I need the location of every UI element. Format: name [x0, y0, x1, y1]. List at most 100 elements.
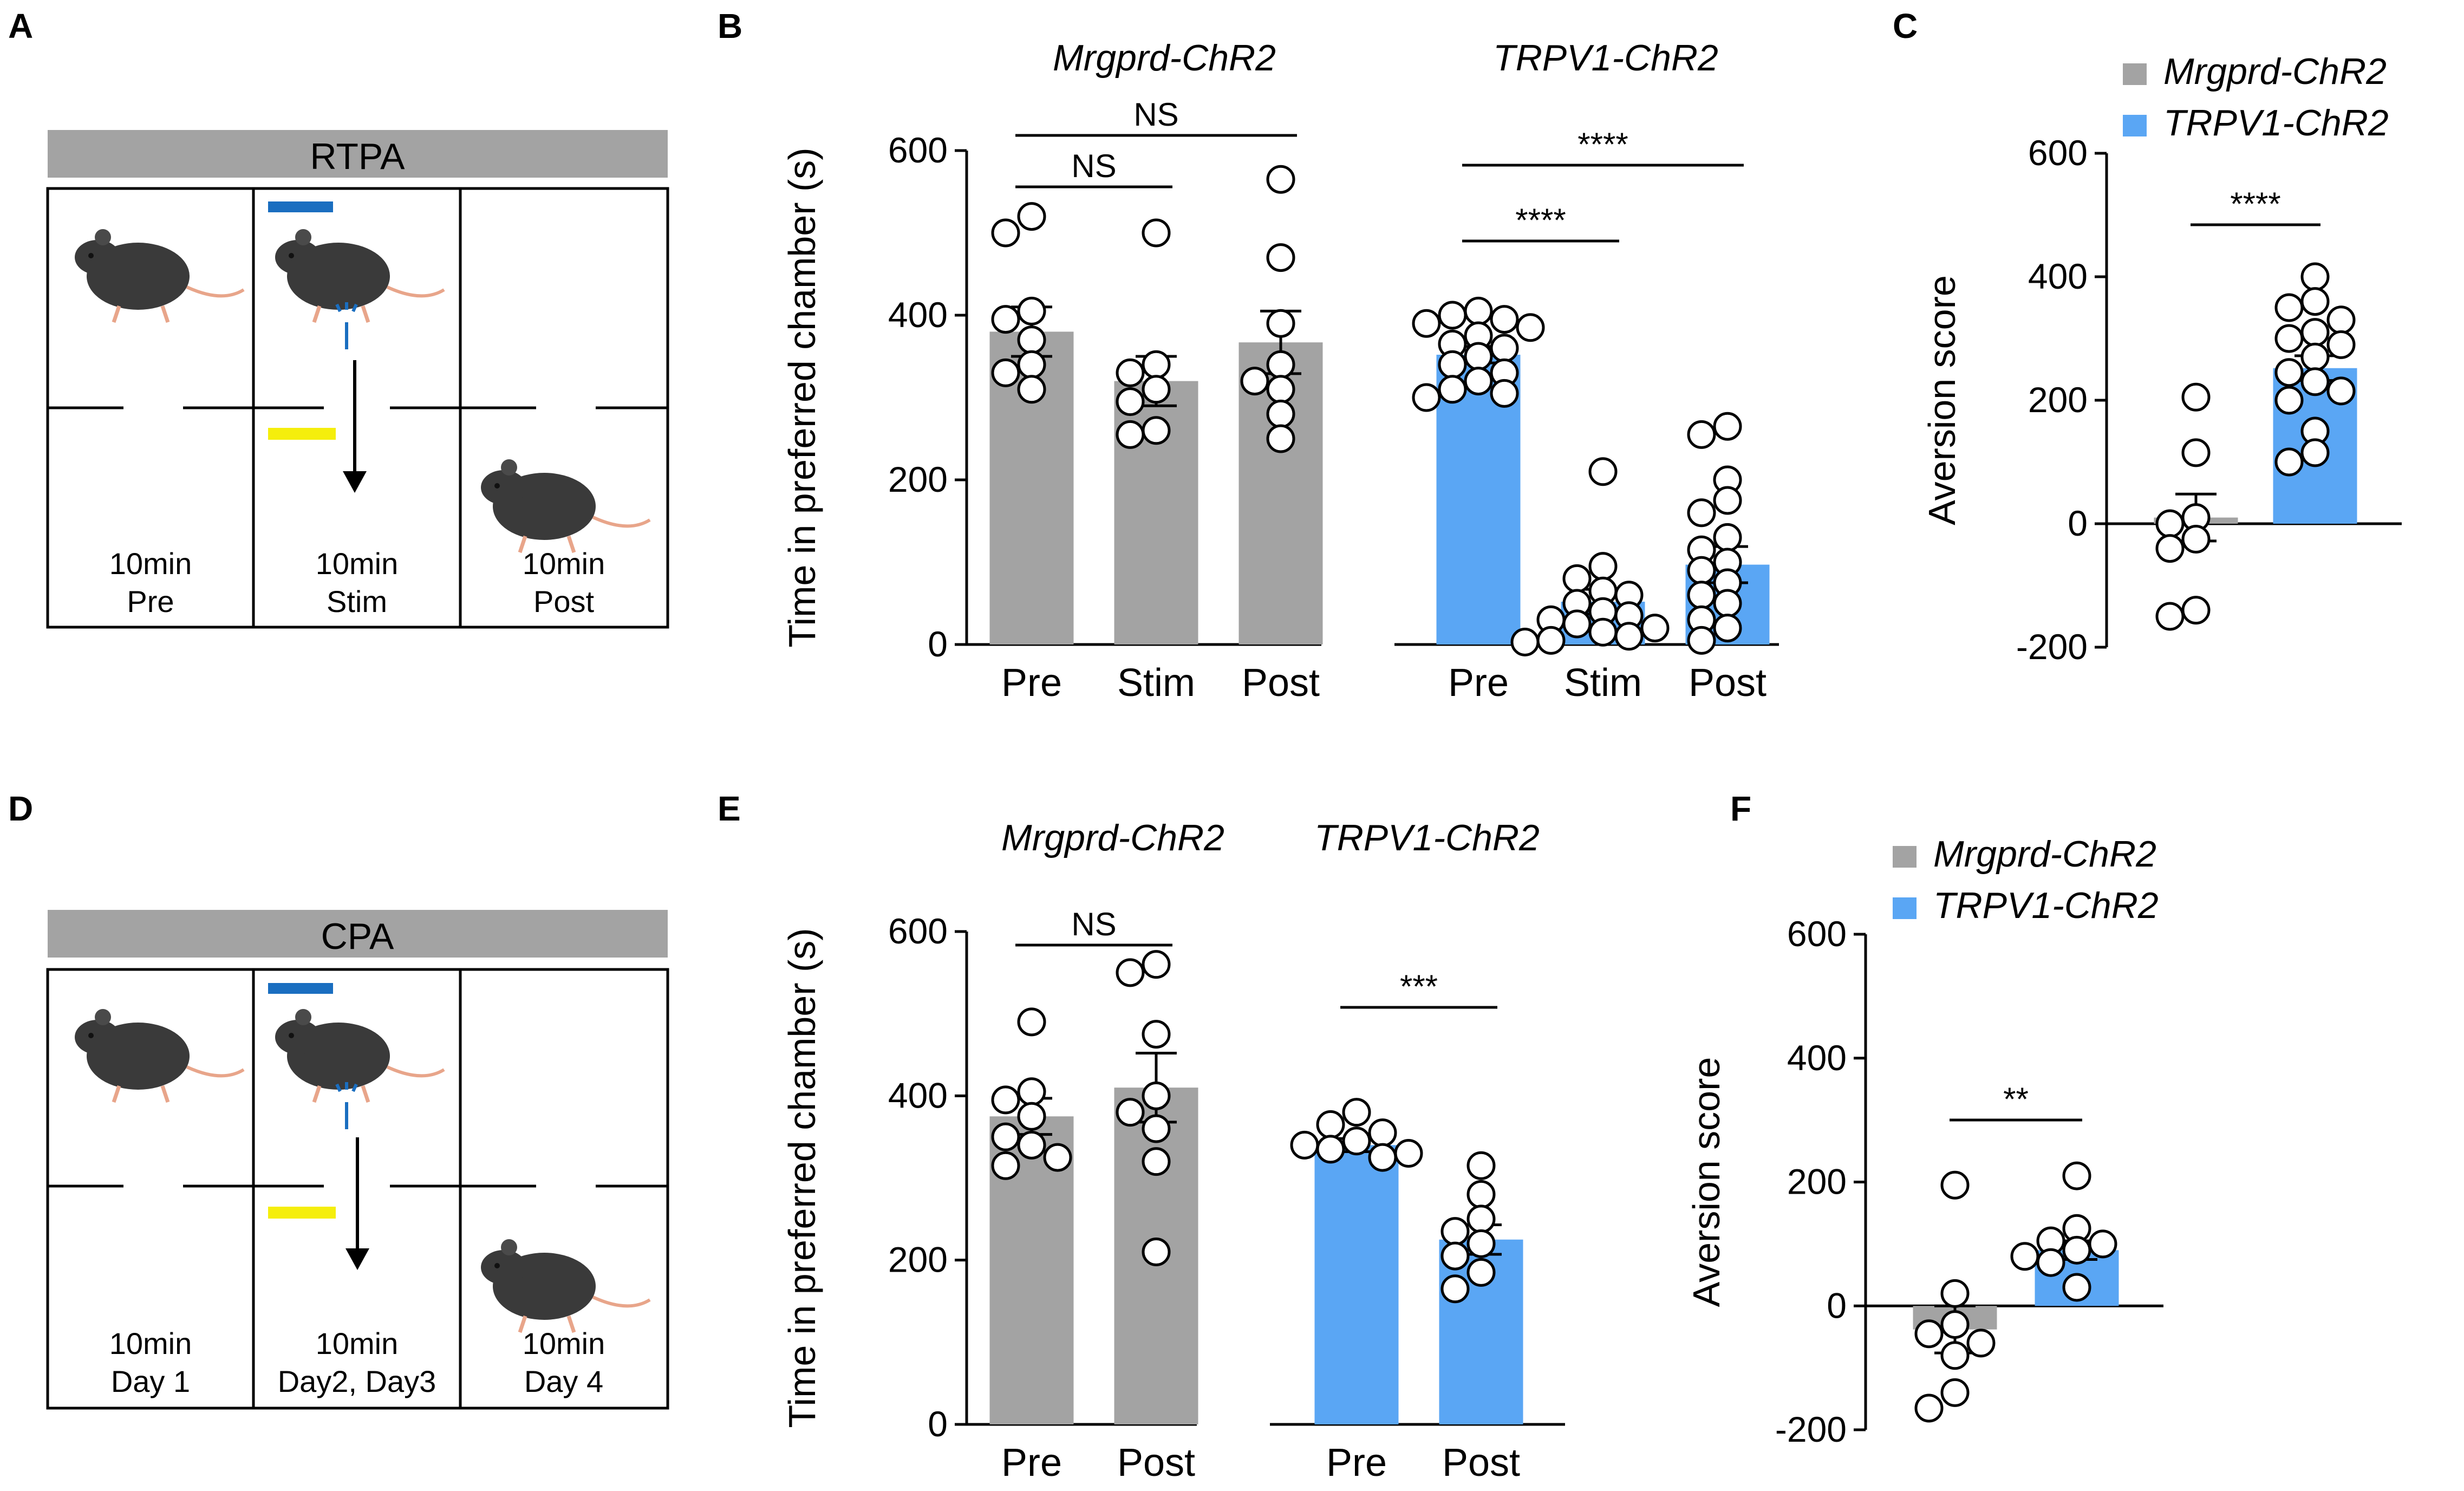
b-data-point: [1713, 589, 1742, 618]
b-x-tick-label: Stim: [1564, 661, 1642, 705]
b-data-point: [991, 305, 1020, 334]
f-data-point: [1966, 1329, 1996, 1358]
b-data-point: [1017, 375, 1046, 404]
e-data-point: [1342, 1098, 1371, 1127]
c-legend-swatch: [2123, 115, 2147, 136]
e-data-point: [1017, 1007, 1046, 1037]
b-data-point: [1464, 367, 1493, 396]
b-data-point: [1142, 350, 1171, 379]
b-data-point: [1640, 614, 1670, 643]
b-group-title: Mrgprd-ChR2: [1053, 37, 1276, 79]
b-x-tick-label: Pre: [1001, 661, 1062, 705]
b-x-tick-label: Post: [1689, 661, 1766, 705]
b-data-point: [1588, 552, 1618, 581]
c-data-point: [2274, 293, 2304, 322]
e-x-tick-label: Pre: [1001, 1441, 1062, 1485]
f-y-tick-label: 400: [1787, 1038, 1847, 1078]
b-data-point: [1266, 424, 1295, 453]
panel-b-chart: B 0 200 400 600 Time in preferred chamber (s…: [718, 6, 1779, 705]
f-data-point: [1914, 1394, 1944, 1423]
b-data-point: [1562, 609, 1592, 639]
f-y-tick-label: 200: [1787, 1162, 1847, 1202]
e-significance-label: NS: [1071, 906, 1116, 942]
c-data-point: [2300, 342, 2330, 372]
b-data-point: [1017, 296, 1046, 325]
e-data-point: [1440, 1274, 1470, 1304]
b-data-point: [1516, 313, 1545, 342]
e-data-point: [1017, 1077, 1046, 1106]
c-data-point: [2181, 382, 2211, 412]
f-data-point: [2010, 1242, 2039, 1271]
e-y-tick-label: 0: [928, 1404, 948, 1444]
b-data-point: [1687, 420, 1716, 449]
b-data-point: [1438, 375, 1467, 404]
b-y-tick-label: 600: [888, 130, 948, 170]
blue-light-bar: [268, 201, 333, 212]
b-data-point: [1266, 399, 1295, 428]
c-data-point: [2155, 534, 2185, 563]
e-data-point: [1017, 1102, 1046, 1131]
c-data-point: [2300, 287, 2330, 316]
c-data-point: [2274, 358, 2304, 387]
e-data-point: [991, 1085, 1020, 1115]
b-data-point: [1142, 416, 1171, 445]
e-group-title: TRPV1-ChR2: [1314, 817, 1540, 858]
down-arrow-icon: [343, 360, 367, 493]
b-significance-label: ****: [1515, 202, 1566, 238]
blue-light-bar: [268, 983, 333, 994]
e-data-point: [1043, 1143, 1072, 1172]
rtpa-label-1b: Pre: [127, 584, 174, 618]
b-data-point: [1412, 309, 1441, 338]
e-data-point: [1142, 1238, 1171, 1266]
mouse-icon: [275, 1009, 445, 1103]
c-legend-swatch: [2123, 63, 2147, 85]
c-data-point: [2181, 525, 2211, 554]
rtpa-label-1a: 10min: [109, 546, 192, 581]
f-data-point: [1914, 1319, 1944, 1349]
c-data-point: [2274, 386, 2304, 415]
b-data-point: [1240, 367, 1269, 396]
b-data-point: [1490, 379, 1519, 408]
e-data-point: [1142, 950, 1171, 979]
e-data-point: [1394, 1139, 1423, 1168]
e-data-point: [1342, 1127, 1371, 1156]
f-data-point: [1940, 1170, 1970, 1200]
b-data-point: [1116, 358, 1145, 387]
f-data-point: [2088, 1229, 2117, 1259]
rtpa-title: RTPA: [310, 136, 405, 177]
b-data-point: [1266, 375, 1295, 404]
b-data-point: [1536, 626, 1566, 655]
c-data-point: [2274, 447, 2304, 477]
e-data-point: [1142, 1020, 1171, 1049]
b-data-point: [1266, 350, 1295, 379]
c-data-point: [2181, 596, 2211, 625]
f-legend-swatch: [1893, 846, 1917, 868]
b-data-point: [1687, 581, 1716, 610]
e-x-tick-label: Post: [1442, 1441, 1520, 1485]
mouse-icon: [275, 229, 445, 323]
c-data-point: [2155, 602, 2185, 631]
c-data-point: [2326, 376, 2356, 406]
cpa-label-1a: 10min: [109, 1326, 192, 1360]
f-y-tick-label: 0: [1827, 1285, 1847, 1325]
b-data-point: [1266, 243, 1295, 272]
optic-fiber-icon: [335, 1082, 358, 1129]
e-significance-label: ***: [1400, 968, 1438, 1005]
b-data-point: [1713, 614, 1742, 643]
b-group-title: TRPV1-ChR2: [1493, 37, 1718, 79]
b-data-point: [1017, 202, 1046, 231]
f-legend-label: TRPV1-ChR2: [1933, 885, 2159, 926]
e-bar: [1314, 1145, 1399, 1424]
b-data-point: [1266, 309, 1295, 338]
cpa-header-bar: [48, 910, 668, 958]
cpa-label-2a: 10min: [316, 1326, 399, 1360]
e-data-point: [1017, 1130, 1046, 1160]
e-data-point: [1368, 1143, 1397, 1172]
cpa-label-3b: Day 4: [524, 1364, 603, 1398]
b-data-point: [1687, 626, 1716, 655]
e-data-point: [1116, 958, 1145, 987]
f-data-point: [1940, 1279, 1970, 1308]
panel-letter-d: D: [8, 789, 33, 828]
b-data-point: [1266, 165, 1295, 194]
